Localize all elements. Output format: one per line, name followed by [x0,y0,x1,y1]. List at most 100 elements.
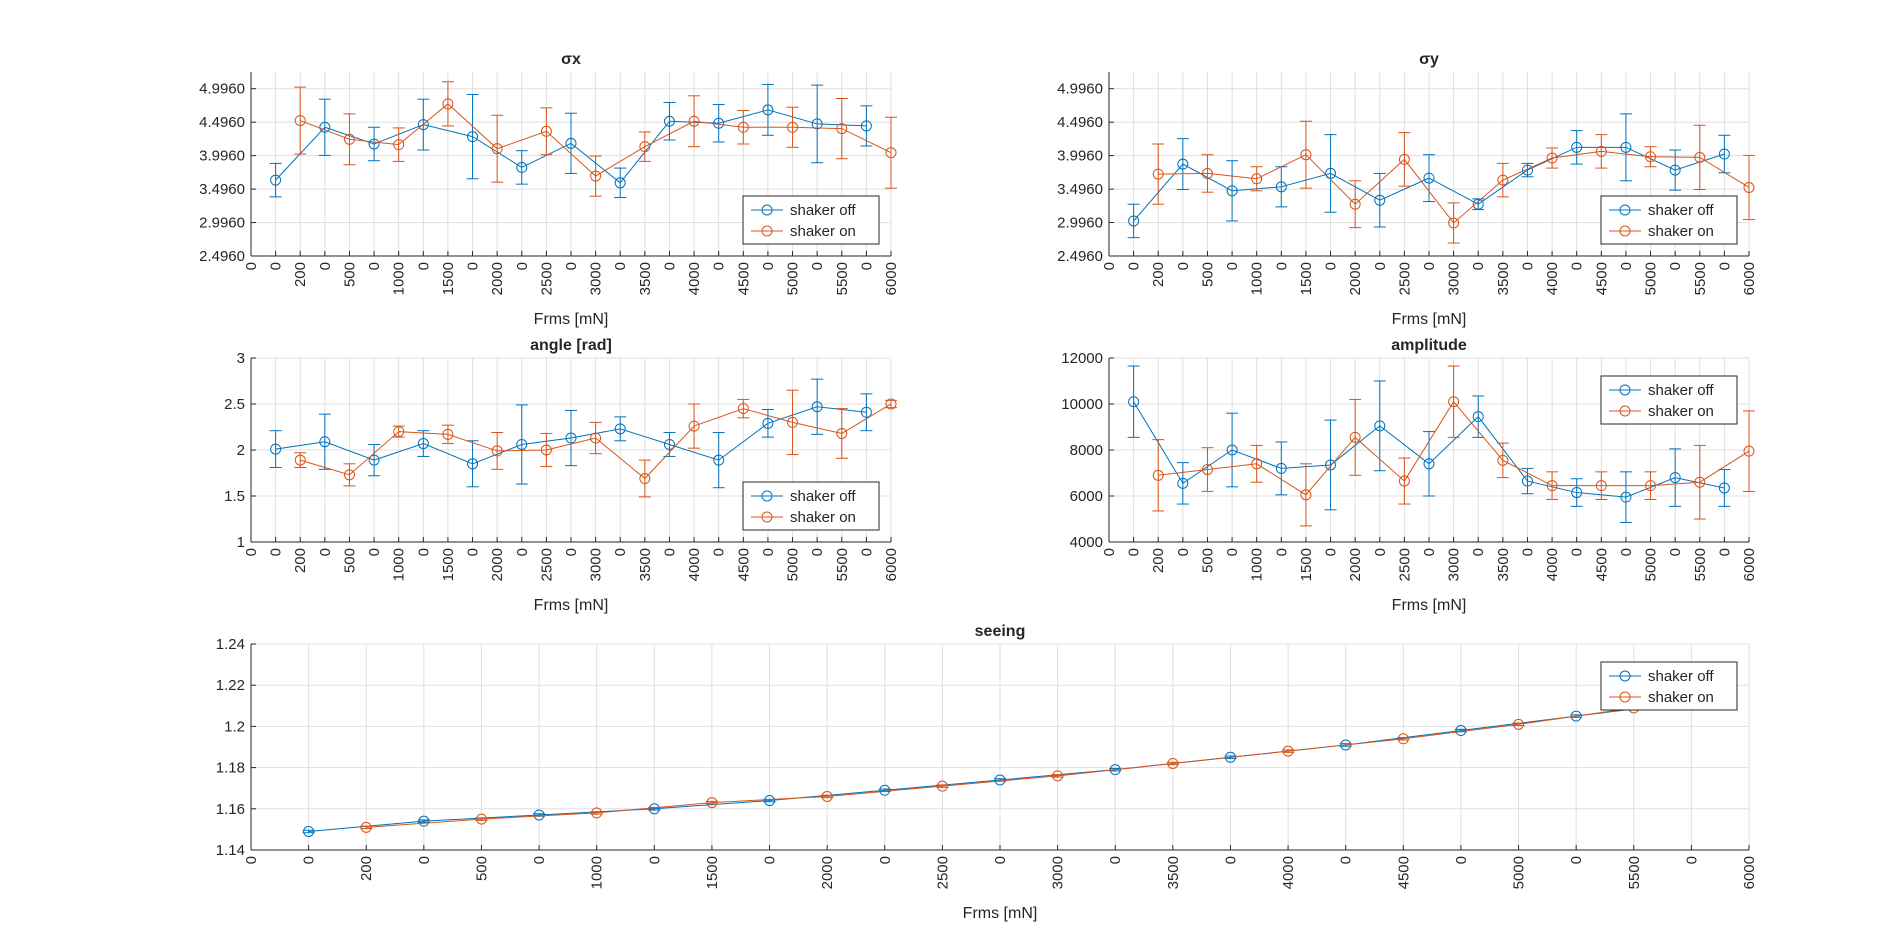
x-tick-label: 200 [292,548,309,573]
x-axis-label: Frms [mN] [1392,597,1467,614]
x-tick-label: 0 [1126,548,1143,556]
y-tick-label: 1.22 [216,677,245,694]
y-tick-label: 4.4960 [1057,114,1103,131]
data-point [1398,475,1410,487]
y-tick-label: 8000 [1070,442,1103,459]
data-point [590,170,602,182]
y-tick-label: 2.9960 [199,215,245,232]
x-tick-label: 0 [1519,548,1536,556]
data-point [417,438,429,450]
y-tick-label: 4.4960 [199,114,245,131]
x-tick-label: 6000 [1741,548,1758,581]
data-point [1349,198,1361,210]
data-point [565,432,577,444]
x-tick-label: 3000 [1446,548,1463,581]
x-tick-label: 0 [877,856,894,864]
x-tick-label: 200 [1150,262,1167,287]
data-point [591,807,603,819]
x-tick-label: 0 [243,856,260,864]
data-point [1423,458,1435,470]
x-tick-label: 5000 [785,262,802,295]
x-tick-label: 0 [1421,262,1438,270]
x-tick-label: 0 [612,548,629,556]
data-point [393,139,405,151]
x-tick-label: 0 [1273,548,1290,556]
x-tick-label: 0 [317,548,334,556]
legend-marker [1619,670,1631,682]
x-tick-label: 0 [1372,262,1389,270]
data-point [1570,710,1582,722]
x-axis-label: Frms [mN] [534,311,609,328]
x-tick-label: 5500 [1692,548,1709,581]
x-tick-label: 500 [341,548,358,573]
x-axis-label: Frms [mN] [1392,311,1467,328]
x-tick-label: 4500 [1395,856,1412,889]
x-tick-label: 2500 [1396,262,1413,295]
data-point [811,401,823,413]
data-point [639,473,651,485]
data-point [860,120,872,132]
x-tick-label: 0 [1716,262,1733,270]
y-tick-label: 1.14 [216,842,245,859]
y-tick-label: 3.9960 [199,148,245,165]
x-tick-label: 0 [366,262,383,270]
legend: shaker off shaker on [742,195,880,245]
chart-title: σx [561,51,581,68]
legend-marker [1619,691,1631,703]
x-tick-label: 500 [1199,262,1216,287]
data-point [270,443,282,455]
x-axis-label: Frms [mN] [963,905,1038,922]
data-point [1448,396,1460,408]
x-tick-label: 5500 [1626,856,1643,889]
x-tick-label: 1500 [1298,262,1315,295]
x-tick-label: 1500 [1298,548,1315,581]
x-tick-label: 500 [341,262,358,287]
x-tick-label: 0 [1453,856,1470,864]
data-point [1300,149,1312,161]
data-point [639,141,651,153]
chart-title: σy [1419,51,1439,68]
data-point [1201,167,1213,179]
y-tick-label: 2.9960 [1057,215,1103,232]
data-point [1521,164,1533,176]
data-point [811,118,823,130]
x-tick-label: 200 [358,856,375,881]
x-tick-label: 0 [1519,262,1536,270]
data-point [417,119,429,131]
angle-chart: 11.522.530 0 200 0 500 0 1000 0 1500 0 2000 0 2500 0 3… [224,337,900,614]
x-tick-label: 0 [317,262,334,270]
x-tick-label: 1000 [391,262,408,295]
data-point [1177,477,1189,489]
x-tick-label: 0 [416,856,433,864]
x-tick-label: 0 [1224,262,1241,270]
data-point [688,420,700,432]
x-tick-label: 3500 [1495,262,1512,295]
x-tick-label: 4500 [735,262,752,295]
data-point [1645,151,1657,163]
y-tick-label: 6000 [1070,488,1103,505]
y-tick-label: 2.5 [224,396,245,413]
data-point [1743,181,1755,193]
data-point [1251,173,1263,185]
y-tick-label: 12000 [1061,350,1103,367]
x-tick-label: 0 [366,548,383,556]
data-point [319,121,331,133]
data-point [737,121,749,133]
data-point [1300,489,1312,501]
series-shaker-on [1152,120,1755,244]
data-point [1177,158,1189,170]
data-point [1423,172,1435,184]
x-tick-label: 3000 [588,548,605,581]
data-point [533,809,545,821]
x-tick-label: 0 [711,262,728,270]
legend: shaker off shaker on [1600,195,1738,245]
data-point [836,123,848,135]
data-point [1448,217,1460,229]
data-point [360,821,372,833]
data-point [1571,141,1583,153]
legend-label: shaker on [790,509,856,526]
data-point [1325,459,1337,471]
data-point [442,98,454,110]
x-tick-label: 0 [1101,548,1118,556]
x-tick-label: 0 [992,856,1009,864]
